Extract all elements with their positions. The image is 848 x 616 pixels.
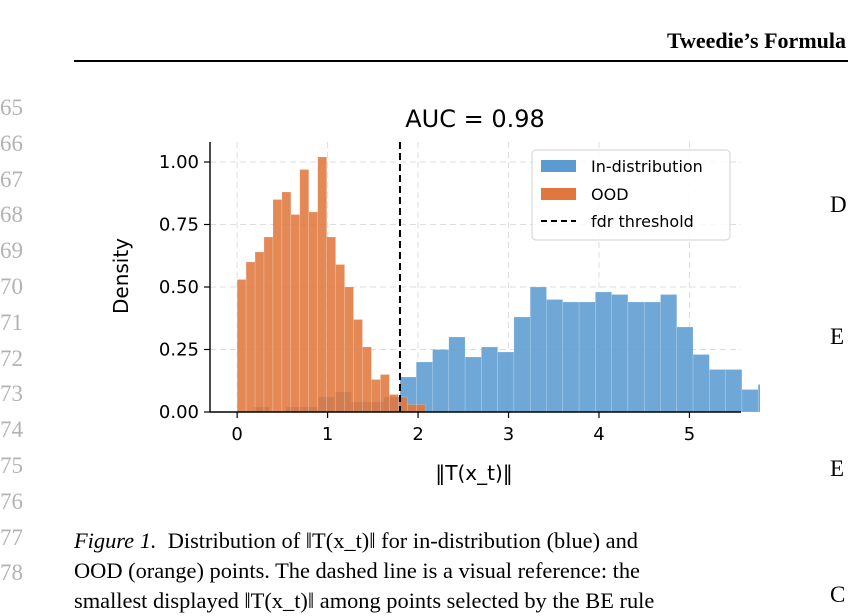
- line-number: 76: [0, 488, 23, 514]
- y-tick-label: 0.50: [159, 277, 199, 298]
- x-axis-label: ‖T(x_t)‖: [435, 461, 513, 485]
- bar-in-distribution: [432, 349, 450, 413]
- caption-line-2: OOD (orange) points. The dashed line is …: [74, 558, 640, 583]
- figure-caption: Figure 1. Distribution of ‖T(x_t)‖ for i…: [74, 526, 780, 616]
- axes-layer: 0 1 2 3 4 5 0.00 0.25 0.50 0.75 1.00: [159, 142, 741, 445]
- bar-ood: [317, 156, 327, 413]
- bar-ood: [272, 199, 283, 413]
- right-column-letter: E: [830, 456, 845, 481]
- bar-ood: [299, 169, 310, 413]
- line-number: 73: [0, 381, 23, 407]
- bar-in-distribution: [643, 301, 661, 413]
- y-tick-label: 0.00: [159, 402, 199, 423]
- bar-in-distribution: [578, 301, 596, 413]
- line-number: 66: [0, 130, 23, 156]
- bar-ood: [281, 191, 292, 413]
- caption-line-1: Figure 1. Distribution of ‖T(x_t)‖ for i…: [74, 526, 780, 556]
- bar-in-distribution: [611, 294, 629, 413]
- legend-label-ood: OOD: [591, 185, 629, 204]
- bar-ood: [254, 251, 265, 413]
- caption-label: Figure 1.: [74, 528, 157, 553]
- bar-in-distribution: [627, 301, 645, 413]
- caption-text-1: Distribution of ‖T(x_t)‖ for in-distribu…: [167, 528, 638, 553]
- bar-ood: [290, 214, 301, 413]
- header-rule: [74, 60, 848, 62]
- bar-in-distribution: [725, 369, 743, 413]
- line-number: 74: [0, 417, 23, 443]
- running-header-title: Tweedie’s Formula: [666, 28, 846, 53]
- x-tick-label: 3: [503, 424, 514, 445]
- line-number: 72: [0, 345, 23, 371]
- bar-ood: [326, 236, 336, 413]
- bar-ood: [380, 374, 390, 413]
- bar-in-distribution: [497, 351, 515, 413]
- line-number: 71: [0, 309, 23, 335]
- bar-in-distribution: [660, 294, 678, 413]
- bar-in-distribution: [464, 356, 482, 413]
- y-axis-label: Density: [109, 238, 133, 314]
- histogram-chart: 0 1 2 3 4 5 0.00 0.25 0.50 0.75 1.00 AUC = 0.98 ‖T…: [109, 105, 760, 485]
- bar-in-distribution: [513, 316, 531, 413]
- bar-in-distribution: [692, 354, 710, 413]
- line-number: 75: [0, 452, 23, 478]
- right-column-letter: E: [830, 324, 845, 349]
- bar-in-distribution: [448, 336, 466, 413]
- line-number: 77: [0, 524, 23, 550]
- bar-ood: [344, 286, 354, 413]
- line-number: 70: [0, 273, 23, 299]
- bar-in-distribution: [757, 384, 760, 413]
- x-tick-label: 2: [412, 424, 423, 445]
- legend-frame: [531, 149, 731, 241]
- bar-in-distribution: [676, 326, 694, 413]
- bar-ood: [362, 346, 372, 413]
- x-tick-label: 5: [684, 424, 695, 445]
- legend-label-in-distribution: In-distribution: [591, 157, 703, 176]
- bar-in-distribution: [709, 369, 726, 413]
- line-numbers: 65 66 67 68 69 70 71 72 73 74 75 76 77 7…: [0, 94, 30, 595]
- bar-ood: [236, 279, 247, 413]
- legend: In-distribution OOD fdr threshold: [531, 149, 731, 241]
- bar-in-distribution: [595, 291, 612, 413]
- bars-layer: [236, 156, 760, 413]
- x-tick-label: 1: [322, 424, 333, 445]
- bar-ood: [371, 379, 381, 413]
- bar-ood: [263, 236, 274, 413]
- right-column-letter: D: [830, 192, 847, 217]
- legend-label-threshold: fdr threshold: [591, 212, 694, 231]
- legend-swatch-ood: [541, 188, 576, 200]
- right-column-letter: C: [830, 582, 846, 607]
- bar-ood: [407, 404, 417, 413]
- line-number: 67: [0, 166, 23, 192]
- line-number: 68: [0, 202, 23, 228]
- x-tick-label: 0: [231, 424, 242, 445]
- y-tick-label: 1.00: [159, 152, 199, 173]
- bar-in-distribution: [741, 389, 759, 413]
- bar-in-distribution: [529, 286, 547, 413]
- bar-in-distribution: [546, 299, 564, 413]
- bar-ood: [335, 264, 345, 413]
- bar-in-distribution: [562, 301, 580, 413]
- bar-ood: [308, 211, 318, 413]
- line-number: 78: [0, 560, 23, 586]
- y-tick-label: 0.25: [159, 340, 199, 361]
- line-number: 69: [0, 238, 23, 264]
- bar-ood: [353, 319, 363, 413]
- legend-swatch-in-distribution: [541, 160, 576, 172]
- caption-line-3: smallest displayed ‖T(x_t)‖ among points…: [74, 588, 655, 613]
- bar-ood: [389, 394, 399, 413]
- bar-ood: [415, 404, 426, 413]
- line-number: 65: [0, 95, 23, 120]
- x-tick-label: 4: [593, 424, 604, 445]
- bar-ood: [245, 261, 256, 413]
- y-tick-label: 0.75: [159, 215, 199, 236]
- bar-in-distribution: [481, 346, 498, 413]
- chart-title: AUC = 0.98: [405, 105, 545, 133]
